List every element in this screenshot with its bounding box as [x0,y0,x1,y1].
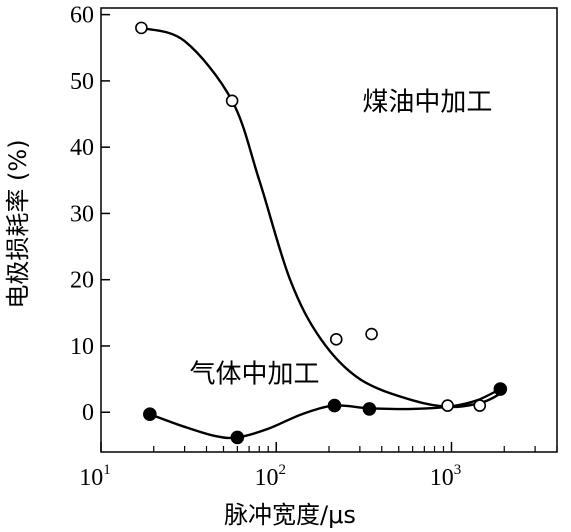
series-label-2: 气体中加工 [190,359,320,389]
y-tick-label: 0 [82,400,94,426]
axes: 0 10 20 30 40 50 60 101 102 103 [70,3,558,491]
y-tick-label: 20 [70,268,94,294]
series-curve-1 [141,26,501,409]
open-circle-point [225,94,239,108]
filled-circle-point [493,382,508,396]
filled-circle-point [327,398,342,413]
y-tick-label: 50 [70,69,94,95]
filled-circle-point [143,407,157,422]
y-tick-label: 30 [70,201,94,227]
x-axis-title: 脉冲宽度/μs [224,501,356,529]
x-tick-label: 102 [254,462,286,491]
x-tick-label: 103 [430,462,462,491]
open-circle-point [135,21,148,35]
series-label-1: 煤油中加工 [362,88,492,118]
open-circle-point [473,399,487,412]
curves [141,26,501,440]
x-tick-label: 101 [79,462,111,491]
series-curve-2 [149,387,501,440]
y-tick-label: 60 [70,3,94,29]
y-axis-title: 电极损耗率 (%) [4,139,32,308]
open-circle-point [441,399,454,412]
filled-circle-point [230,430,245,445]
y-tick-label: 10 [70,334,94,360]
points [135,21,508,445]
open-circle-point [365,327,378,341]
filled-circle-point [362,402,377,416]
y-tick-label: 40 [70,135,94,161]
plot-frame [100,7,558,453]
open-circle-point [329,333,343,346]
